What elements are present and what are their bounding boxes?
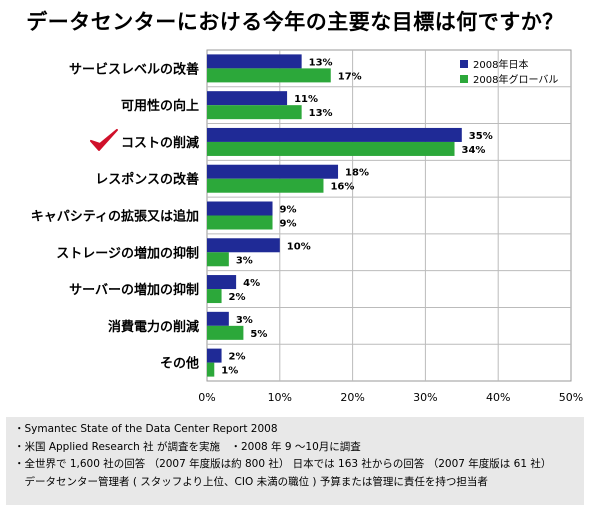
category-label: サーバーの増加の抑制 [69, 282, 199, 298]
value-label: 13% [309, 108, 333, 119]
bar-global [207, 141, 455, 156]
bar-global [207, 178, 324, 193]
legend-swatch [460, 75, 468, 83]
category-label: コストの削減 [121, 135, 199, 151]
chart-title: データセンターにおける今年の主要な目標は何ですか？ [26, 10, 564, 34]
value-label: 9% [280, 205, 297, 216]
bar-japan [207, 348, 222, 363]
category-label: 消費電力の削減 [108, 319, 199, 335]
value-label: 4% [243, 278, 260, 289]
value-label: 13% [309, 57, 333, 68]
x-tick-label: 0% [198, 391, 215, 404]
bar-japan [207, 91, 288, 106]
legend-swatch [460, 60, 468, 68]
x-tick-label: 20% [340, 391, 364, 404]
category-label: キャパシティの拡張又は追加 [31, 209, 199, 225]
value-label: 5% [250, 329, 267, 340]
category-label: 可用性の向上 [121, 98, 199, 114]
value-label: 34% [462, 145, 486, 156]
value-label: 16% [330, 182, 354, 193]
bar-japan [207, 311, 229, 326]
checkmark-icon [89, 128, 118, 151]
value-label: 2% [229, 292, 246, 303]
bar-japan [207, 275, 237, 290]
bar-global [207, 68, 331, 83]
bar-global [207, 362, 215, 377]
value-label: 10% [287, 241, 311, 252]
bar-chart: 0% 10% 20% 30% 40% 50% サービスレベルの改善 13% 17% 可用性の向上 1… [31, 49, 583, 404]
bar-japan [207, 127, 462, 142]
value-label: 11% [294, 94, 318, 105]
x-tick-label: 10% [268, 391, 292, 404]
legend-label: 2008年グローバル [473, 73, 558, 86]
value-label: 35% [469, 131, 493, 142]
value-label: 3% [236, 315, 253, 326]
bar-global [207, 289, 222, 304]
note-line: ・Symantec State of the Data Center Repor… [14, 423, 278, 435]
note-line: ・全世界で 1,600 社の回答 （2007 年度版は約 800 社） 日本では… [14, 458, 552, 470]
bar-japan [207, 238, 280, 253]
source-notes: ・Symantec State of the Data Center Repor… [6, 417, 584, 505]
category-label: レスポンスの改善 [95, 172, 199, 188]
bar-japan [207, 201, 273, 216]
category-label: サービスレベルの改善 [69, 61, 199, 77]
legend-label: 2008年日本 [473, 58, 528, 71]
bar-global [207, 105, 302, 120]
value-label: 9% [280, 219, 297, 230]
bar-japan [207, 54, 302, 69]
bar-global [207, 215, 273, 230]
x-tick-label: 30% [413, 391, 437, 404]
bar-global [207, 325, 244, 340]
value-label: 17% [338, 71, 362, 82]
value-label: 2% [229, 352, 246, 363]
x-tick-label: 50% [559, 391, 583, 404]
note-line: ・米国 Applied Research 社 が調査を実施 ・2008 年 9 … [14, 440, 361, 453]
bar-global [207, 252, 229, 267]
x-tick-label: 40% [486, 391, 510, 404]
category-label: ストレージの増加の抑制 [56, 245, 199, 261]
value-label: 3% [236, 255, 253, 266]
category-label: その他 [160, 356, 199, 372]
note-line: データセンター管理者 ( スタッフより上位、CIO 未満の職位 ) 予算または管… [14, 475, 488, 488]
bar-japan [207, 164, 339, 179]
value-label: 1% [221, 366, 238, 377]
value-label: 18% [345, 168, 369, 179]
